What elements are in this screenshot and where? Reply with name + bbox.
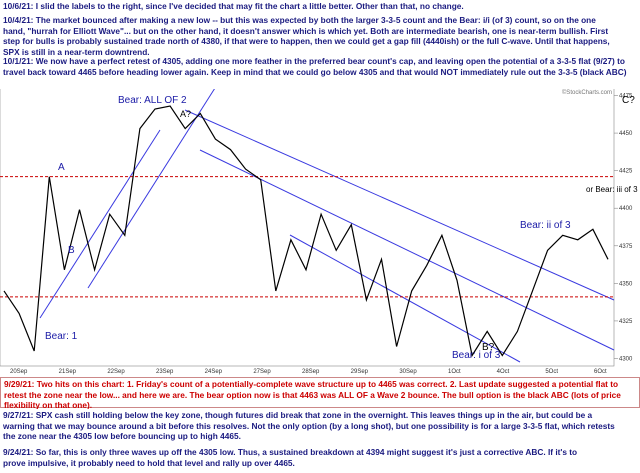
y-tick-label: 4400: [619, 206, 633, 212]
wave-label: A: [58, 162, 65, 173]
y-tick-label: 4375: [619, 244, 633, 250]
x-tick-label: 4Oct: [497, 369, 510, 375]
channel-line: [87, 87, 216, 289]
x-tick-label: 6Oct: [594, 369, 607, 375]
y-tick-label: 4325: [619, 319, 633, 325]
wave-label: Bear: 1: [45, 331, 78, 342]
wave-label: Bear: ii of 3: [520, 220, 571, 231]
y-tick-label: 4450: [619, 131, 633, 137]
note: 10/6/21: I slid the labels to the right,…: [0, 0, 614, 13]
wave-label: A?: [180, 109, 191, 119]
wave-label: Bear: i of 3: [452, 350, 501, 361]
note: 10/1/21: We now have a perfect retest of…: [0, 55, 640, 89]
x-tick-label: 30Sep: [399, 369, 417, 375]
x-tick-label: 29Sep: [351, 369, 369, 375]
channel-line: [199, 149, 615, 351]
note: 9/27/21: SPX cash still holding below th…: [0, 409, 620, 445]
plot-area: [0, 87, 615, 367]
wave-label: Bear: ALL OF 2: [118, 95, 187, 106]
y-tick-label: 4425: [619, 169, 633, 175]
wave-label: or Bear: iii of 3: [586, 185, 638, 194]
wave-label: B: [68, 245, 75, 256]
x-tick-label: 24Sep: [205, 369, 223, 375]
note: 9/29/21: Two hits on this chart: 1. Frid…: [0, 377, 640, 410]
note: 9/24/21: So far, this is only three wave…: [0, 446, 600, 473]
y-tick-label: 4300: [619, 356, 633, 362]
price-line: [3, 105, 609, 358]
note: 10/4/21: The market bounced after making…: [0, 14, 614, 57]
y-tick-label: 4350: [619, 281, 633, 287]
wave-label: B?: [482, 342, 495, 353]
x-tick-label: 1Oct: [448, 369, 461, 375]
y-tick-label: 4475: [619, 94, 633, 100]
channel-line: [39, 129, 161, 319]
x-tick-label: 27Sep: [253, 369, 271, 375]
wave-label: C?: [622, 95, 635, 106]
x-tick-label: 22Sep: [107, 369, 125, 375]
watermark: ©StockCharts.com: [562, 89, 612, 96]
x-tick-label: 20Sep: [10, 369, 28, 375]
x-tick-label: 21Sep: [59, 369, 77, 375]
channel-line: [184, 109, 615, 301]
x-tick-label: 23Sep: [156, 369, 174, 375]
x-tick-label: 28Sep: [302, 369, 320, 375]
x-tick-label: 5Oct: [545, 369, 558, 375]
